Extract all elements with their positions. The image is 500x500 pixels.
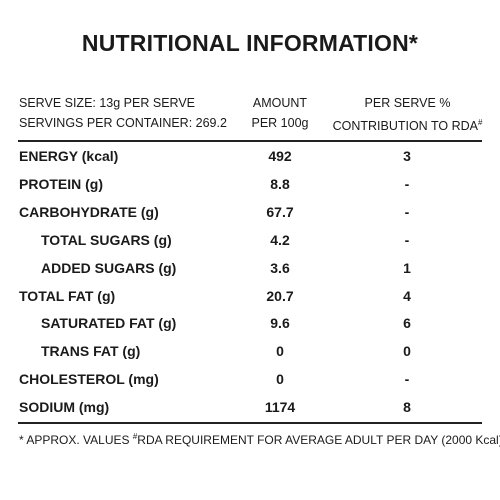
amount: 492 — [268, 148, 292, 164]
amount: 1174 — [264, 399, 296, 416]
header-text: PER SERVE % — [364, 96, 451, 110]
serve-size: SERVE SIZE: 13g PER SERVE — [19, 96, 196, 110]
nutrient: PROTEIN (g) — [19, 175, 103, 192]
amount: 9.6 — [270, 315, 290, 332]
header-text: CONTRIBUTION TO RDA# — [330, 113, 485, 136]
footnote-text: RDA REQUIREMENT FOR AVERAGE ADULT PER DA… — [137, 433, 500, 447]
rda: - — [404, 175, 410, 192]
servings: SERVINGS PER CONTAINER: 269.2 — [19, 116, 227, 130]
rda: 0 — [403, 343, 411, 360]
nutrient: ENERGY (kcal) — [19, 148, 119, 164]
amount-header: AMOUNT PER 100g — [230, 93, 330, 133]
amount: 4.2 — [270, 231, 290, 248]
footnote-prefix: * APPROX. VALUES — [19, 433, 133, 447]
header-text: CONTRIBUTION TO RDA — [332, 119, 478, 134]
rda: 4 — [403, 287, 411, 304]
header-text: AMOUNT — [252, 96, 308, 110]
amount: 67.7 — [266, 203, 294, 220]
nutrient: ADDED SUGARS (g) — [41, 259, 177, 276]
divider — [18, 422, 482, 424]
amount: 3.6 — [270, 259, 290, 276]
amount: 0 — [276, 371, 284, 388]
rda: 1 — [403, 259, 411, 276]
divider — [18, 140, 482, 142]
nutrient: CHOLESTEROL (mg) — [19, 371, 159, 388]
rda-header: PER SERVE % CONTRIBUTION TO RDA# — [330, 93, 485, 136]
mark: # — [132, 432, 138, 441]
title: NUTRITIONAL INFORMATION* — [81, 30, 419, 56]
nutrient: TRANS FAT (g) — [41, 343, 141, 360]
nutrient: SATURATED FAT (g) — [41, 315, 177, 332]
rda: - — [404, 371, 410, 388]
nutrient: CARBOHYDRATE (g) — [19, 203, 159, 220]
footnote: * APPROX. VALUES #RDA REQUIREMENT FOR AV… — [19, 432, 500, 447]
amount: 8.8 — [270, 175, 290, 192]
amount: 0 — [276, 343, 284, 360]
nutrient: TOTAL SUGARS (g) — [41, 231, 172, 248]
rda: 3 — [403, 148, 411, 164]
rda: 6 — [403, 315, 411, 332]
mark: # — [477, 118, 483, 127]
serve-info: SERVE SIZE: 13g PER SERVE SERVINGS PER C… — [19, 93, 227, 133]
rda: - — [404, 231, 410, 248]
rda: 8 — [403, 399, 411, 416]
rda: - — [404, 203, 410, 220]
header-text: PER 100g — [251, 116, 309, 130]
amount: 20.7 — [266, 287, 294, 304]
nutrient: SODIUM (mg) — [19, 399, 110, 416]
nutrient: TOTAL FAT (g) — [19, 287, 116, 304]
